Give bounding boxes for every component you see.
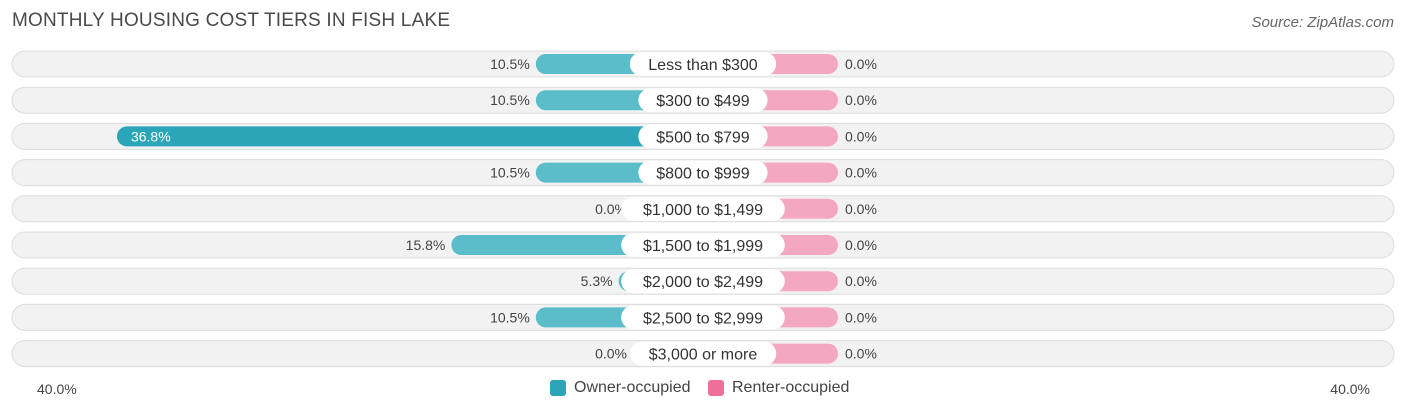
category-label-background [638,160,768,185]
data-label-renter: 0.0% [845,237,877,253]
category-label: $1,500 to $1,999 [643,238,763,255]
data-label-owner: 10.5% [490,92,530,108]
category-label-background [621,269,785,294]
data-label-renter: 0.0% [845,273,877,289]
data-label-renter: 0.0% [845,309,877,325]
data-label-owner: 0.0% [595,201,627,217]
data-label-owner: 15.8% [406,237,446,253]
axis-label-left: 40.0% [37,381,77,397]
data-label-renter: 0.0% [845,201,877,217]
category-label-background [629,52,777,76]
category-label-background [638,124,768,149]
data-label-renter: 0.0% [845,165,877,181]
category-label: $800 to $999 [656,166,750,183]
category-label: $2,000 to $2,499 [643,274,763,291]
legend-label-owner: Owner-occupied [574,379,691,396]
data-label-renter: 0.0% [845,128,877,144]
data-label-renter: 0.0% [845,346,877,362]
axis-label-right: 40.0% [1330,381,1370,397]
data-label-renter: 0.0% [845,92,877,108]
category-label: $1,000 to $1,499 [643,202,763,219]
data-label-owner: 5.3% [581,273,613,289]
legend-item-owner: Owner-occupied [550,379,691,397]
data-label-owner: 10.5% [490,309,530,325]
category-label: $300 to $499 [656,93,750,110]
chart-title: MONTHLY HOUSING COST TIERS IN FISH LAKE [12,10,451,31]
legend-swatch-owner [550,380,566,396]
category-label: $3,000 or more [649,347,758,364]
category-label-background [621,196,785,221]
data-label-owner: 10.5% [490,56,530,72]
data-label-owner: 0.0% [595,346,627,362]
bar-owner-occupied [116,126,703,147]
legend-swatch-renter [708,380,724,396]
category-label-background [621,233,785,257]
category-label-background [638,88,768,113]
category-label: $2,500 to $2,999 [643,310,763,327]
category-label-background [629,341,777,366]
legend-label-renter: Renter-occupied [732,379,850,396]
data-label-owner: 36.8% [131,128,171,144]
legend-item-renter: Renter-occupied [708,379,849,397]
data-label-renter: 0.0% [845,56,877,72]
category-label: Less than $300 [648,57,758,74]
data-label-owner: 10.5% [490,165,530,181]
category-label-background [621,305,785,330]
legend: Owner-occupied Renter-occupied [0,379,1406,401]
source-attribution: Source: ZipAtlas.com [1251,14,1394,31]
category-label: $500 to $799 [656,129,750,146]
